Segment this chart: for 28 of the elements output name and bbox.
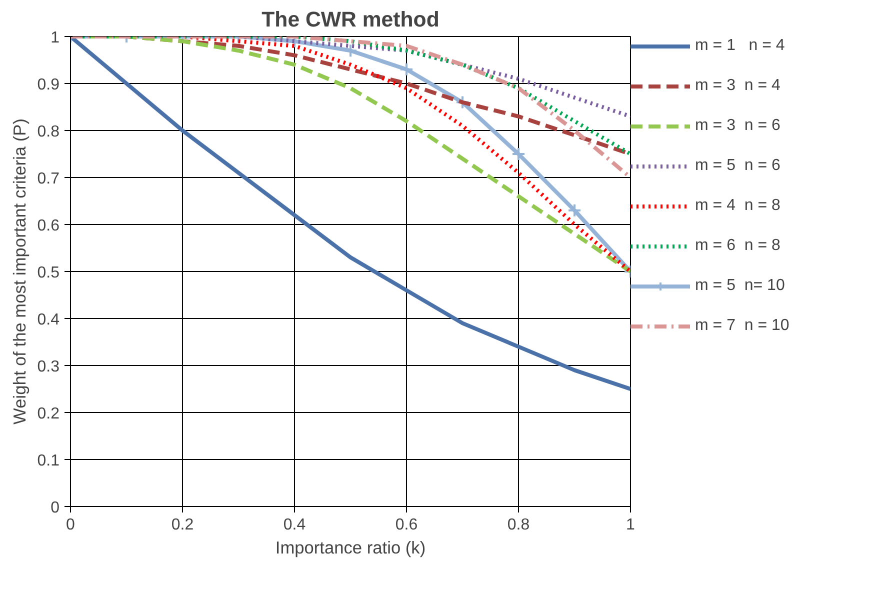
y-axis-title: Weight of the most important criteria (P) <box>9 118 30 424</box>
y-tick-label: 0.6 <box>37 218 60 234</box>
legend-label: m = 3 n = 4 <box>695 77 780 95</box>
y-tick-label: 0.8 <box>37 124 60 140</box>
y-tick-label: 0.2 <box>37 406 60 422</box>
x-axis-title: Importance ratio (k) <box>275 538 426 558</box>
x-tick-label: 0 <box>66 516 76 534</box>
legend-label: m = 5 n = 6 <box>695 157 780 175</box>
y-tick-label: 0.9 <box>37 76 60 94</box>
x-tick-label: 0.4 <box>283 516 306 534</box>
x-tick-label: 0.6 <box>395 516 418 534</box>
y-tick-label: 0.1 <box>37 452 60 470</box>
x-tick-label: 0.8 <box>507 516 530 534</box>
x-tick-label: 1 <box>626 516 636 534</box>
y-tick-label: 0 <box>50 500 60 516</box>
legend-label: m = 3 n = 6 <box>695 117 780 135</box>
legend-label: m = 4 n = 8 <box>695 197 780 215</box>
legend-label: m = 7 n = 10 <box>695 317 790 335</box>
y-tick-label: 1 <box>50 30 60 46</box>
legend-label: m = 1 n = 4 <box>695 37 785 55</box>
legend-label: m = 6 n = 8 <box>695 237 780 255</box>
y-tick-label: 0.3 <box>37 358 60 376</box>
legend-label: m = 5 n= 10 <box>695 277 785 295</box>
x-tick-label: 0.2 <box>171 516 194 534</box>
y-tick-label: 0.7 <box>37 170 60 188</box>
y-tick-label: 0.5 <box>37 264 60 282</box>
chart-title: The CWR method <box>262 8 440 32</box>
y-tick-label: 0.4 <box>37 312 60 328</box>
